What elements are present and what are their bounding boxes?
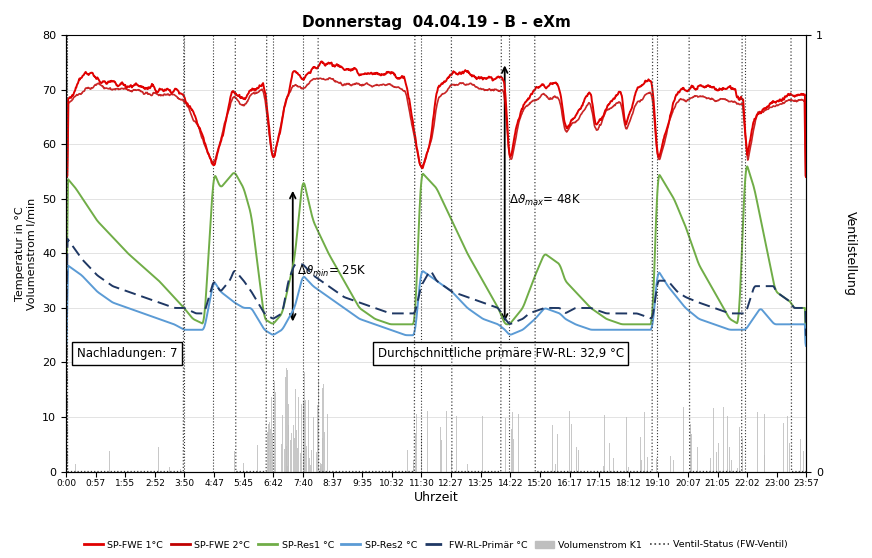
Legend: SP-FWE 1°C, SP-FWE 2°C, SP-Res1 °C, SP-Res2 °C, FW-RL-Primär °C, Volumenstrom K1: SP-FWE 1°C, SP-FWE 2°C, SP-Res1 °C, SP-R… [80,537,792,554]
Text: Durchschnittliche primäre FW-RL: 32,9 °C: Durchschnittliche primäre FW-RL: 32,9 °C [378,347,623,360]
Title: Donnerstag  04.04.19 - B - eXm: Donnerstag 04.04.19 - B - eXm [302,15,570,30]
Text: $\Delta\vartheta_{min}$= 25K: $\Delta\vartheta_{min}$= 25K [297,264,367,280]
Y-axis label: Ventilstellung: Ventilstellung [844,211,857,296]
Y-axis label: Temperatur in °C
Volumenstrom l/min: Temperatur in °C Volumenstrom l/min [15,198,37,310]
Text: Nachladungen: 7: Nachladungen: 7 [77,347,177,360]
X-axis label: Uhrzeit: Uhrzeit [414,491,459,504]
Text: $\Delta\vartheta_{max}$= 48K: $\Delta\vartheta_{max}$= 48K [508,194,581,209]
